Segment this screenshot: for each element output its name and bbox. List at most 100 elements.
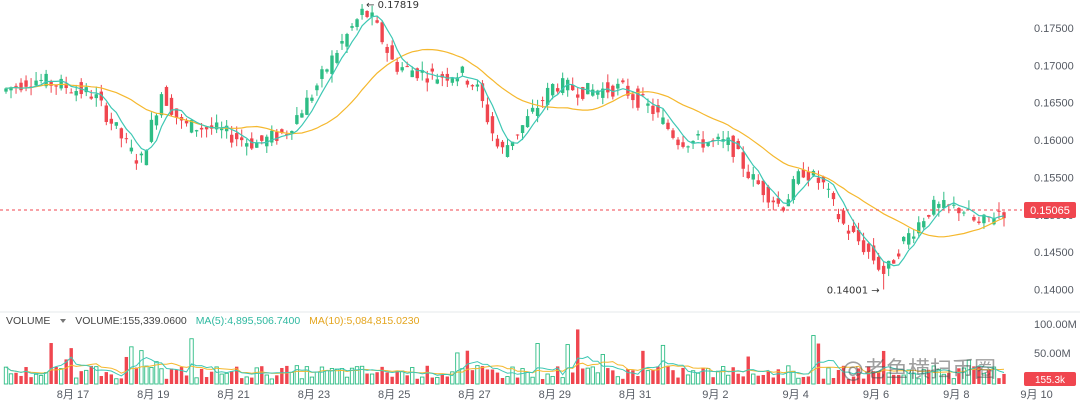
volume-bar (751, 373, 756, 385)
volume-bar (264, 374, 269, 385)
candle-body (129, 147, 134, 152)
volume-bar (676, 377, 680, 384)
candle-body (240, 137, 244, 141)
volume-bar (294, 365, 300, 385)
candle-body (400, 67, 404, 71)
volume-bar (395, 370, 399, 384)
volume-bar (987, 370, 991, 384)
candle-body (245, 143, 249, 147)
volume-bar (681, 367, 685, 384)
volume-bar (365, 373, 369, 384)
volume-bar (796, 377, 801, 385)
volume-bar (445, 376, 450, 384)
candle-body (886, 260, 891, 269)
volume-bar (214, 366, 219, 385)
candle-body (631, 94, 635, 101)
candle-body (982, 214, 986, 224)
volume-bar (590, 366, 595, 385)
chevron-down-icon[interactable] (60, 319, 67, 324)
candle-body (545, 87, 550, 105)
volume-bar (219, 373, 224, 385)
volume-bar (540, 378, 545, 384)
volume-bar (581, 368, 585, 384)
candle-body (801, 169, 806, 178)
candle-body (385, 46, 389, 53)
candle-body (199, 127, 204, 130)
volume-bar (354, 366, 360, 385)
candle-body (520, 125, 525, 134)
candle-body (681, 142, 685, 147)
volume-bar (435, 376, 440, 385)
candle-body (320, 69, 324, 79)
volume-bar (250, 377, 254, 384)
candle-body (952, 204, 956, 206)
volume-bar (651, 370, 655, 384)
candle-body (410, 70, 414, 78)
time-tick-label: 9月 6 (863, 389, 889, 401)
candle-body (134, 160, 139, 164)
volume-bar (179, 367, 184, 384)
candle-body (470, 85, 475, 87)
volume-bar (285, 365, 289, 384)
volume-legend: VOLUME VOLUME:155,339.0600 MA(5):4,895,5… (6, 315, 425, 327)
candle-body (350, 26, 354, 28)
candle-body (69, 92, 73, 94)
candle-body (786, 199, 791, 207)
volume-bar (641, 350, 645, 384)
price-tick-label: 0.15500 (1034, 172, 1074, 184)
volume-bar (576, 329, 580, 384)
volume-bar (89, 365, 93, 384)
candle-body (901, 236, 906, 242)
volume-bar (3, 366, 9, 385)
volume-bar (309, 376, 315, 385)
candle-body (154, 115, 159, 126)
volume-bar (951, 378, 956, 385)
volume-bar (861, 378, 866, 384)
volume-bar (234, 366, 239, 384)
candle-body (907, 233, 911, 245)
volume-axis-mid: 50.00M (1034, 348, 1071, 360)
candle-body (515, 134, 520, 136)
volume-bar (871, 371, 876, 384)
volume-bar (841, 365, 846, 384)
volume-bar (726, 374, 731, 385)
volume-last-badge (1024, 372, 1076, 386)
candle-body (726, 137, 730, 145)
candle-body (49, 81, 53, 86)
candle-body (330, 55, 334, 74)
time-tick-label: 9月 4 (783, 389, 809, 401)
candle-body (891, 260, 896, 264)
candle-body (435, 79, 439, 84)
volume-bar (19, 375, 23, 384)
volume-bar (485, 369, 490, 384)
volume-bar (334, 368, 340, 385)
time-tick-label: 8月 27 (458, 389, 490, 401)
candle-body (485, 104, 490, 123)
candle-body (881, 265, 886, 274)
candle-body (24, 80, 28, 87)
candle-body (676, 139, 680, 146)
candle-body (114, 122, 119, 126)
candle-body (586, 83, 590, 95)
volume-bar (224, 372, 229, 385)
volume-bar (380, 366, 384, 384)
volume-bar (901, 374, 906, 385)
candle-body (214, 122, 219, 130)
volume-bar (715, 370, 721, 385)
volume-bar (846, 379, 851, 384)
candle-body (641, 94, 645, 96)
time-tick-label: 9月 8 (943, 389, 969, 401)
candle-body (791, 179, 796, 200)
volume-bar (495, 372, 500, 384)
volume-bar (260, 366, 264, 384)
candle-body (621, 80, 625, 83)
volume-bar (174, 369, 179, 384)
candle-body (636, 88, 640, 108)
time-tick-label: 9月 10 (1020, 389, 1052, 401)
candle-body (265, 136, 269, 147)
volume-bar (359, 365, 365, 385)
volume-bar (64, 359, 68, 384)
candle-body (495, 138, 500, 147)
candle-body (365, 10, 369, 17)
